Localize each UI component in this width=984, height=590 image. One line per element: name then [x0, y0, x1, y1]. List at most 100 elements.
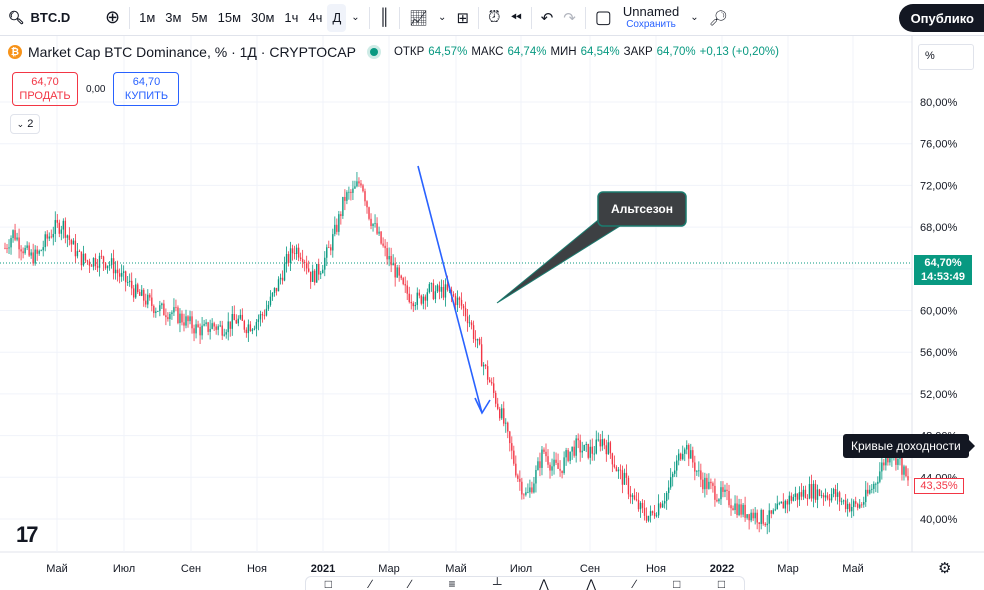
candle: [714, 478, 716, 507]
interval-1m[interactable]: 1м: [139, 10, 156, 25]
replay-icon[interactable]: ⏪︎: [510, 9, 522, 25]
candle: [44, 231, 46, 252]
candle: [659, 501, 662, 509]
candle: [800, 483, 803, 501]
candle: [760, 508, 762, 530]
price-axis-tick: 60,00%: [920, 306, 958, 318]
indicators-chevron-down-icon[interactable]: ⌄: [438, 12, 447, 23]
candle: [179, 308, 181, 333]
rect2-icon[interactable]: □: [673, 577, 681, 590]
candle: [215, 324, 217, 335]
down-arrow-head: [474, 397, 491, 415]
scale-unit-box[interactable]: %: [918, 44, 974, 70]
candle: [690, 443, 692, 459]
redo-icon[interactable]: ↷: [563, 9, 576, 27]
tradingview-logo[interactable]: 17: [16, 522, 39, 547]
candle: [416, 287, 418, 310]
candle: [52, 226, 54, 246]
candle: [195, 319, 197, 339]
interval-4h[interactable]: 4ч: [308, 10, 323, 25]
time-axis-tick: Мар: [378, 563, 400, 575]
templates-grid-icon[interactable]: ⊞: [456, 9, 470, 27]
candle: [299, 252, 302, 262]
triangle-icon[interactable]: ⋀: [586, 577, 597, 590]
candle: [201, 316, 203, 340]
sell-button[interactable]: 64,70 ПРОДАТЬ: [12, 72, 78, 106]
rect3-icon[interactable]: □: [717, 577, 726, 590]
line-icon[interactable]: ∕: [369, 577, 372, 590]
candle: [738, 498, 740, 517]
layout-square-icon[interactable]: ▢: [594, 7, 612, 27]
fib-icon[interactable]: ≡: [448, 577, 456, 590]
candle: [571, 446, 573, 460]
layout-chevron-down-icon[interactable]: ⌄: [690, 12, 699, 23]
candle: [597, 432, 599, 442]
symbol-search[interactable]: 🔍︎ BTC.D: [0, 4, 100, 32]
buy-button[interactable]: 64,70 КУПИТЬ: [113, 72, 180, 106]
candle: [426, 288, 429, 307]
candle: [48, 232, 50, 242]
candle: [120, 264, 123, 282]
candle: [828, 493, 831, 507]
path-icon[interactable]: ∕: [633, 577, 636, 590]
candle: [277, 276, 280, 292]
candle: [698, 461, 700, 477]
candle: [444, 278, 447, 307]
candle: [88, 258, 91, 274]
pattern-icon[interactable]: ┴: [492, 577, 502, 590]
candle: [46, 230, 48, 247]
interval-30m[interactable]: 30м: [251, 10, 275, 25]
candle: [879, 462, 881, 484]
interval-1d[interactable]: Д: [327, 3, 347, 32]
brush-icon[interactable]: ∕: [408, 577, 411, 590]
layout-name-button[interactable]: Unnamed Сохранить: [617, 5, 685, 31]
candle: [581, 441, 583, 458]
quick-search-icon[interactable]: 🔎︎: [708, 9, 728, 27]
publish-button[interactable]: Опублико: [898, 4, 984, 32]
candle: [702, 472, 704, 494]
projection-icon[interactable]: ⋀: [538, 577, 549, 590]
interval-15m[interactable]: 15м: [217, 10, 242, 25]
candle: [875, 482, 877, 493]
candle: [639, 501, 642, 518]
candle: [104, 262, 107, 270]
intervals-chevron-down-icon[interactable]: ⌄: [351, 12, 360, 23]
price-axis: 80,00%76,00%72,00%68,00%64,00%60,00%56,0…: [920, 97, 958, 526]
candle: [669, 468, 672, 490]
indicators-icon[interactable]: 📈︎: [409, 9, 429, 27]
candle: [704, 472, 706, 498]
collapse-indicators-button[interactable]: ⌄ 2: [10, 114, 40, 134]
candle: [112, 249, 115, 280]
ohlc-close-value: 64,70%: [656, 46, 696, 58]
interval-3m[interactable]: 3м: [165, 10, 182, 25]
compare-add-icon[interactable]: ⊕: [105, 7, 121, 27]
interval-1h[interactable]: 1ч: [284, 10, 299, 25]
candle: [736, 495, 738, 518]
interval-5m[interactable]: 5м: [191, 10, 208, 25]
candle: [82, 245, 85, 267]
candle: [122, 265, 125, 281]
rect-icon[interactable]: □: [324, 577, 332, 590]
ohlc-values: ОТКР 64,57% МАКС 64,74% МИН 64,54% ЗАКР 64,7…: [394, 46, 779, 58]
time-axis-tick: Ноя: [646, 563, 666, 575]
candle: [635, 492, 638, 502]
legend-title[interactable]: Market Cap BTC Dominance, % · 1Д · CRYPT…: [28, 44, 356, 60]
candles-icon[interactable]: ║: [378, 8, 390, 26]
candle: [772, 508, 774, 515]
candle: [34, 245, 36, 266]
candle: [533, 477, 535, 494]
alert-clock-icon[interactable]: ⏰︎: [488, 8, 501, 26]
candle: [72, 238, 75, 245]
candle: [261, 311, 264, 323]
candle: [418, 289, 420, 299]
chart-settings-gear-icon[interactable]: ⚙: [938, 560, 952, 577]
candle: [752, 508, 754, 522]
candle: [96, 259, 99, 273]
candle: [364, 188, 366, 206]
undo-icon[interactable]: ↶: [540, 9, 554, 27]
candle: [163, 299, 165, 316]
candle: [762, 509, 764, 526]
candle: [285, 246, 288, 273]
yield-curves-tooltip[interactable]: Кривые доходности: [843, 434, 975, 458]
